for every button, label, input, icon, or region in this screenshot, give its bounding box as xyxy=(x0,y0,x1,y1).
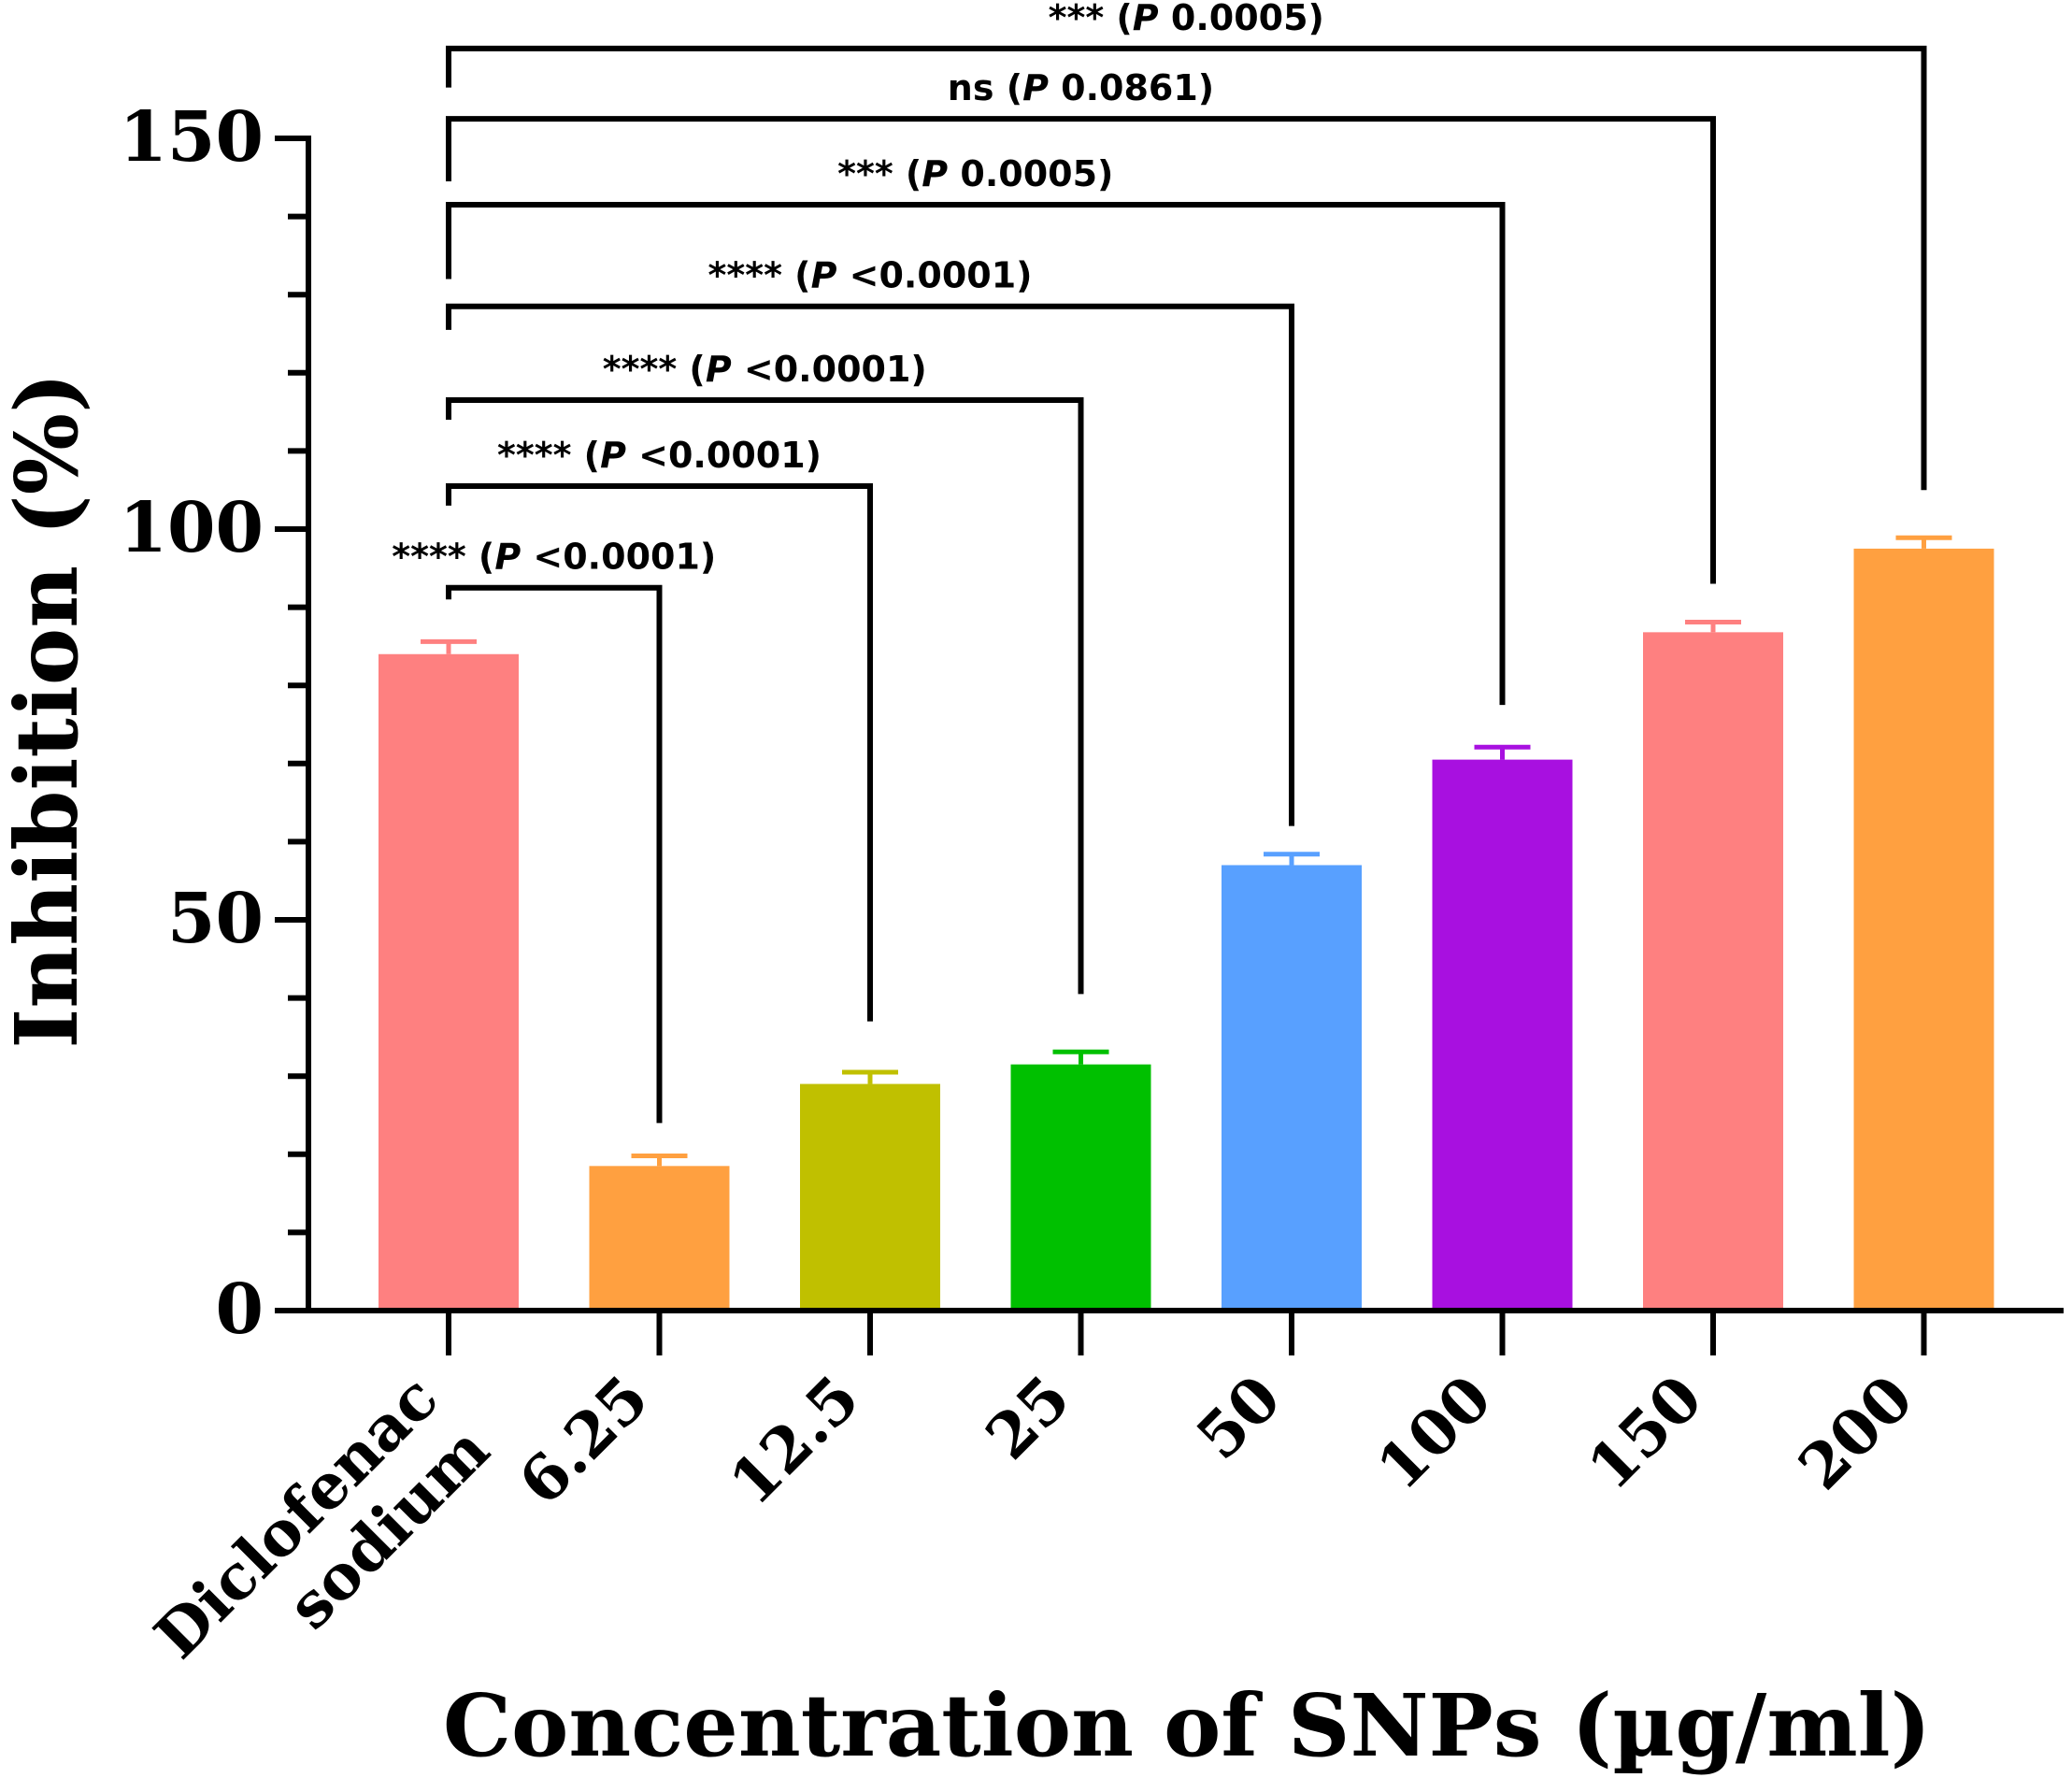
sig-stars: *** ( xyxy=(837,153,922,194)
y-tick-label: 50 xyxy=(167,879,264,959)
x-tick-label-6: 100 xyxy=(1363,1361,1506,1504)
sig-stars: **** ( xyxy=(707,255,810,296)
x-axis-title: Concentration of SNPs (µg/ml) xyxy=(443,1675,1931,1776)
sig-label-2: **** (P <0.0001) xyxy=(497,435,822,476)
sig-p-symbol: P xyxy=(1022,67,1061,108)
sig-p-value: <0.0001) xyxy=(744,349,927,390)
bar-3 xyxy=(800,1083,940,1311)
x-tick-label-line1: 12.5 xyxy=(715,1361,873,1519)
sig-p-symbol: P xyxy=(1133,0,1171,38)
sig-stars: *** ( xyxy=(1049,0,1133,38)
sig-p-value: <0.0001) xyxy=(638,435,822,476)
sig-label-6: ns (P 0.0861) xyxy=(948,67,1214,108)
sig-bracket-7 xyxy=(446,45,1927,491)
x-tick-label-5: 50 xyxy=(1182,1361,1294,1473)
x-tick-label-line1: 6.25 xyxy=(505,1361,663,1519)
bar-6 xyxy=(1432,759,1573,1311)
x-tick-label-3: 12.5 xyxy=(715,1361,873,1519)
sig-label-4: **** (P <0.0001) xyxy=(707,255,1032,296)
sig-stars: **** ( xyxy=(392,537,494,578)
sig-p-value: 0.0005) xyxy=(1171,0,1324,38)
x-tick-label-line1: 200 xyxy=(1784,1361,1927,1504)
sig-stars: **** ( xyxy=(497,435,600,476)
bar-4 xyxy=(1010,1064,1151,1311)
sig-stars: ns ( xyxy=(948,67,1022,108)
sig-label-1: **** (P <0.0001) xyxy=(392,537,716,578)
y-tick-label: 100 xyxy=(120,488,264,568)
sig-label-7: *** (P 0.0005) xyxy=(1049,0,1324,38)
x-tick-label-line1: 25 xyxy=(972,1361,1084,1473)
x-tick-label-line1: 100 xyxy=(1363,1361,1506,1504)
y-axis-title: Inhibition (%) xyxy=(0,372,97,1048)
sig-bracket-5 xyxy=(446,202,1506,706)
bar-5 xyxy=(1222,865,1362,1311)
sig-label-3: **** (P <0.0001) xyxy=(603,349,927,390)
sig-bracket-6 xyxy=(446,116,1716,584)
sig-p-value: 0.0861) xyxy=(1061,67,1214,108)
y-tick-label: 150 xyxy=(120,97,264,178)
sig-stars: **** ( xyxy=(603,349,706,390)
sig-p-value: <0.0001) xyxy=(850,255,1033,296)
x-tick-label-7: 150 xyxy=(1574,1361,1717,1504)
x-tick-label-4: 25 xyxy=(972,1361,1084,1473)
bar-8 xyxy=(1853,548,1994,1311)
sig-bracket-3 xyxy=(446,397,1084,995)
sig-p-symbol: P xyxy=(811,255,850,296)
sig-p-value: <0.0001) xyxy=(533,537,716,578)
sig-bracket-2 xyxy=(446,483,873,1022)
sig-p-value: 0.0005) xyxy=(960,153,1113,194)
sig-bracket-1 xyxy=(446,584,663,1124)
x-tick-label-line1: 150 xyxy=(1574,1361,1717,1504)
x-tick-label-1: Diclofenacsodium xyxy=(140,1361,503,1724)
bar-7 xyxy=(1643,632,1783,1311)
sig-bracket-4 xyxy=(446,303,1294,826)
x-tick-label-line1: 50 xyxy=(1182,1361,1294,1473)
y-tick-label: 0 xyxy=(216,1269,264,1350)
sig-p-symbol: P xyxy=(600,435,638,476)
sig-label-5: *** (P 0.0005) xyxy=(837,153,1113,194)
sig-p-symbol: P xyxy=(922,153,960,194)
x-tick-label-8: 200 xyxy=(1784,1361,1927,1504)
bar-2 xyxy=(589,1166,730,1311)
x-tick-label-2: 6.25 xyxy=(505,1361,663,1519)
bar-1 xyxy=(379,653,519,1311)
sig-p-symbol: P xyxy=(706,349,744,390)
sig-p-symbol: P xyxy=(494,537,533,578)
